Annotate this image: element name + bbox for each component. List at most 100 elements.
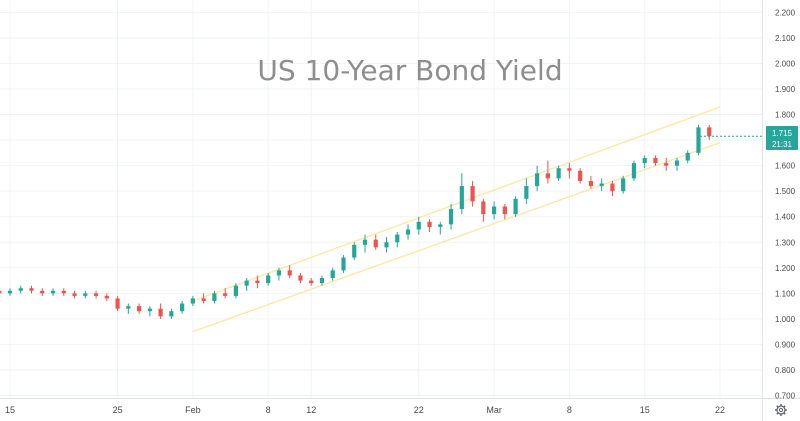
candle — [169, 308, 174, 319]
candle — [330, 267, 335, 281]
candle — [621, 175, 626, 194]
candle-body — [373, 239, 378, 248]
candle-body — [578, 170, 583, 181]
candle-body — [362, 239, 368, 245]
candle — [233, 283, 239, 299]
candle — [588, 175, 594, 189]
time-axis[interactable]: 15 25 Feb 8 12 22 Mar 8 15 22 — [5, 405, 725, 415]
candle-body — [50, 290, 56, 294]
y-tick-label: 1.500 — [775, 187, 796, 196]
candle-body — [642, 157, 647, 164]
x-tick-label: 15 — [5, 405, 15, 415]
candle — [416, 216, 421, 235]
candle — [674, 157, 680, 171]
candle — [50, 288, 56, 296]
candle-body — [513, 198, 518, 215]
candle — [61, 288, 66, 296]
candle — [524, 178, 529, 204]
x-tick-label: 22 — [414, 405, 424, 415]
last-price-time: 21:31 — [772, 140, 793, 149]
y-tick-label: 2.000 — [775, 59, 796, 68]
candle — [126, 303, 131, 314]
candle-body — [147, 308, 152, 312]
candle-body — [427, 221, 432, 227]
candle-body — [61, 290, 66, 294]
candle — [405, 224, 411, 240]
candle — [18, 285, 23, 294]
candle-body — [524, 186, 529, 199]
candle-body — [674, 160, 680, 166]
candle — [448, 203, 454, 230]
candle — [7, 288, 13, 296]
candle — [29, 285, 34, 294]
candle-body — [190, 298, 195, 304]
candle-body — [7, 290, 13, 294]
x-tick-label: 8 — [567, 405, 572, 415]
candle — [373, 234, 378, 250]
candle-body — [212, 293, 217, 302]
y-tick-label: 1.800 — [775, 111, 796, 120]
y-tick-label: 0.800 — [775, 366, 796, 375]
candle-body — [567, 168, 572, 171]
plot-background — [0, 0, 762, 398]
y-tick-label: 0.700 — [775, 392, 796, 401]
candle-body — [29, 288, 34, 291]
trend-channel-line — [192, 106, 721, 302]
candle-body — [556, 168, 561, 179]
candle-body — [309, 280, 314, 284]
candle — [83, 290, 88, 299]
candle-body — [180, 303, 185, 312]
candle — [491, 201, 497, 220]
candle — [459, 173, 464, 215]
candle-body — [395, 234, 400, 243]
candle-body — [685, 152, 690, 161]
candle — [223, 288, 228, 299]
candle-body — [707, 127, 712, 137]
candle-body — [18, 288, 23, 291]
last-price-value: 1.715 — [772, 129, 793, 138]
candle-body — [664, 163, 669, 166]
price-axis[interactable]: 0.700 0.800 0.900 1.000 1.100 1.200 1.300 1.400… — [775, 8, 796, 400]
candle — [384, 237, 389, 253]
candle — [578, 168, 583, 184]
candle-body — [599, 183, 604, 187]
candle-body — [126, 306, 131, 309]
gear-icon[interactable] — [775, 404, 787, 416]
candle — [93, 290, 99, 299]
candle-body — [405, 229, 411, 235]
y-tick-label: 1.600 — [775, 162, 796, 171]
candle — [212, 290, 217, 304]
candle-body — [93, 293, 99, 296]
candle — [201, 293, 206, 304]
candle — [642, 155, 647, 169]
candle-body — [481, 201, 486, 215]
candle-body — [384, 242, 389, 248]
y-tick-label: 1.300 — [775, 238, 796, 247]
candle — [653, 155, 658, 166]
candle — [309, 278, 314, 286]
candle — [158, 303, 163, 319]
candle — [352, 242, 357, 261]
candle — [707, 124, 712, 141]
x-tick-label: 25 — [113, 405, 123, 415]
y-tick-label: 2.100 — [775, 34, 796, 43]
candle-body — [104, 295, 109, 299]
candle — [287, 265, 292, 279]
candle-body — [545, 173, 550, 179]
candle — [104, 293, 109, 302]
candle-body — [72, 293, 77, 296]
candle — [513, 196, 518, 217]
candle — [147, 306, 152, 317]
candle — [255, 275, 260, 289]
candle-body — [535, 173, 540, 187]
candles — [0, 124, 762, 319]
candle — [696, 124, 701, 156]
candle-body — [696, 127, 701, 153]
candle-body — [266, 275, 271, 284]
last-price-badge: 1.715 21:31 — [766, 126, 798, 150]
candle — [266, 272, 271, 286]
candle-body — [244, 280, 249, 286]
candle-body — [416, 221, 421, 230]
x-tick-label: 15 — [640, 405, 650, 415]
